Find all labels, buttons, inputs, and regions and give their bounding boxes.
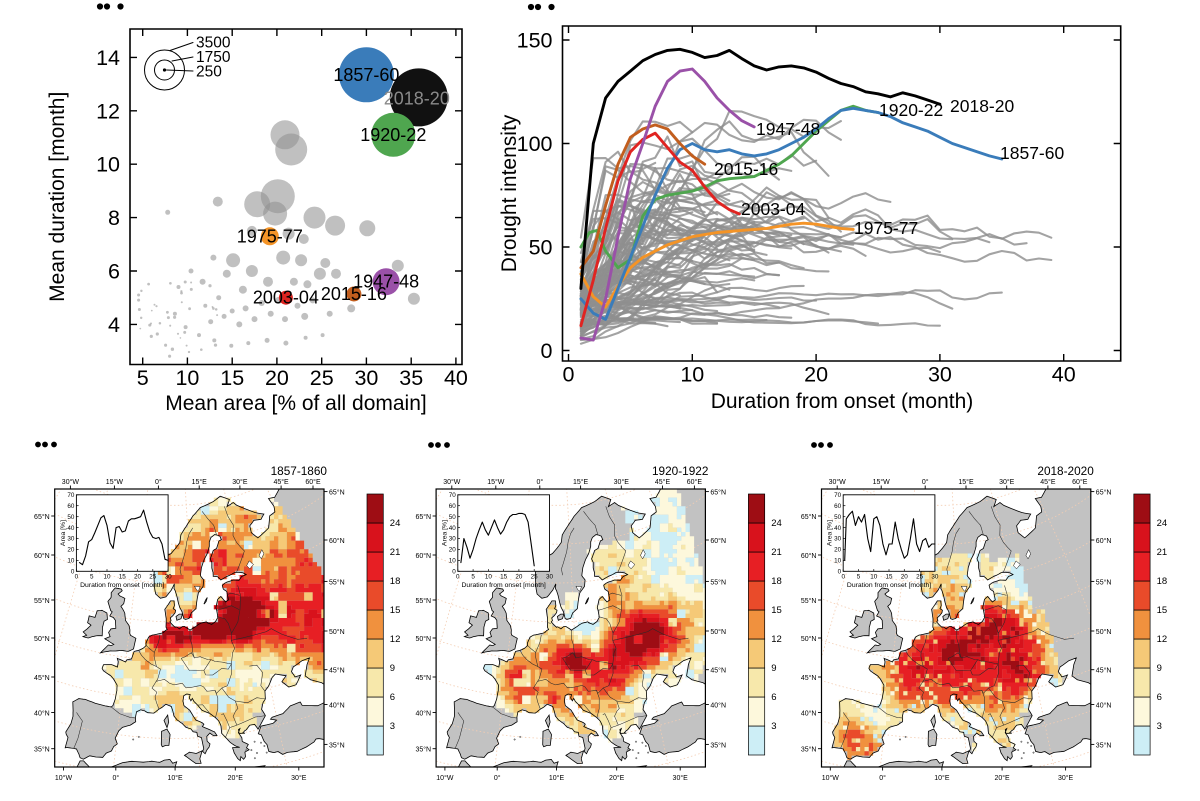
- svg-text:40: 40: [444, 366, 468, 390]
- svg-text:1920-22: 1920-22: [879, 100, 943, 120]
- svg-text:12: 12: [96, 99, 120, 123]
- svg-text:10: 10: [680, 363, 704, 387]
- svg-text:2003-04: 2003-04: [253, 288, 319, 308]
- svg-text:30: 30: [928, 363, 952, 387]
- svg-text:8: 8: [108, 206, 120, 230]
- svg-text:1857-1860: 1857-1860: [271, 464, 328, 478]
- svg-text:10: 10: [96, 153, 120, 177]
- svg-text:1857-60: 1857-60: [333, 65, 399, 85]
- svg-text:1947-48: 1947-48: [353, 272, 419, 292]
- svg-text:50: 50: [529, 236, 553, 260]
- svg-text:Mean area [% of all domain]: Mean area [% of all domain]: [165, 392, 426, 415]
- svg-text:6: 6: [108, 260, 120, 284]
- svg-text:1857-60: 1857-60: [1000, 143, 1064, 163]
- svg-text:Drought intensity: Drought intensity: [498, 114, 521, 272]
- svg-text:1920-22: 1920-22: [360, 125, 426, 145]
- svg-text:0: 0: [541, 339, 553, 363]
- svg-text:2015-16: 2015-16: [321, 284, 387, 304]
- svg-text:25: 25: [310, 366, 334, 390]
- svg-text:30: 30: [354, 366, 378, 390]
- svg-text:5: 5: [137, 366, 149, 390]
- svg-text:2015-16: 2015-16: [714, 159, 778, 179]
- svg-text:4: 4: [108, 313, 120, 337]
- svg-text:35: 35: [399, 366, 423, 390]
- svg-text:1947-48: 1947-48: [756, 119, 820, 139]
- svg-text:1920-1922: 1920-1922: [652, 464, 708, 478]
- svg-text:20: 20: [265, 366, 289, 390]
- svg-text:Duration from onset (month): Duration from onset (month): [711, 390, 974, 413]
- svg-text:15: 15: [220, 366, 244, 390]
- svg-text:100: 100: [517, 132, 553, 156]
- svg-text:2018-20: 2018-20: [950, 96, 1014, 116]
- svg-text:2018-2020: 2018-2020: [1037, 464, 1094, 478]
- svg-text:150: 150: [517, 29, 553, 53]
- svg-text:0: 0: [563, 363, 575, 387]
- svg-text:2018-20: 2018-20: [384, 88, 450, 108]
- svg-text:10: 10: [175, 366, 199, 390]
- svg-text:14: 14: [96, 46, 120, 70]
- svg-text:3500: 3500: [196, 35, 231, 52]
- svg-text:20: 20: [804, 363, 828, 387]
- svg-text:1750: 1750: [196, 49, 231, 66]
- svg-text:Mean duration [month]: Mean duration [month]: [46, 92, 69, 302]
- svg-text:2003-04: 2003-04: [741, 199, 805, 219]
- svg-text:1975-77: 1975-77: [237, 226, 303, 246]
- svg-text:40: 40: [1052, 363, 1076, 387]
- svg-text:1975-77: 1975-77: [854, 218, 918, 238]
- svg-text:250: 250: [196, 64, 222, 81]
